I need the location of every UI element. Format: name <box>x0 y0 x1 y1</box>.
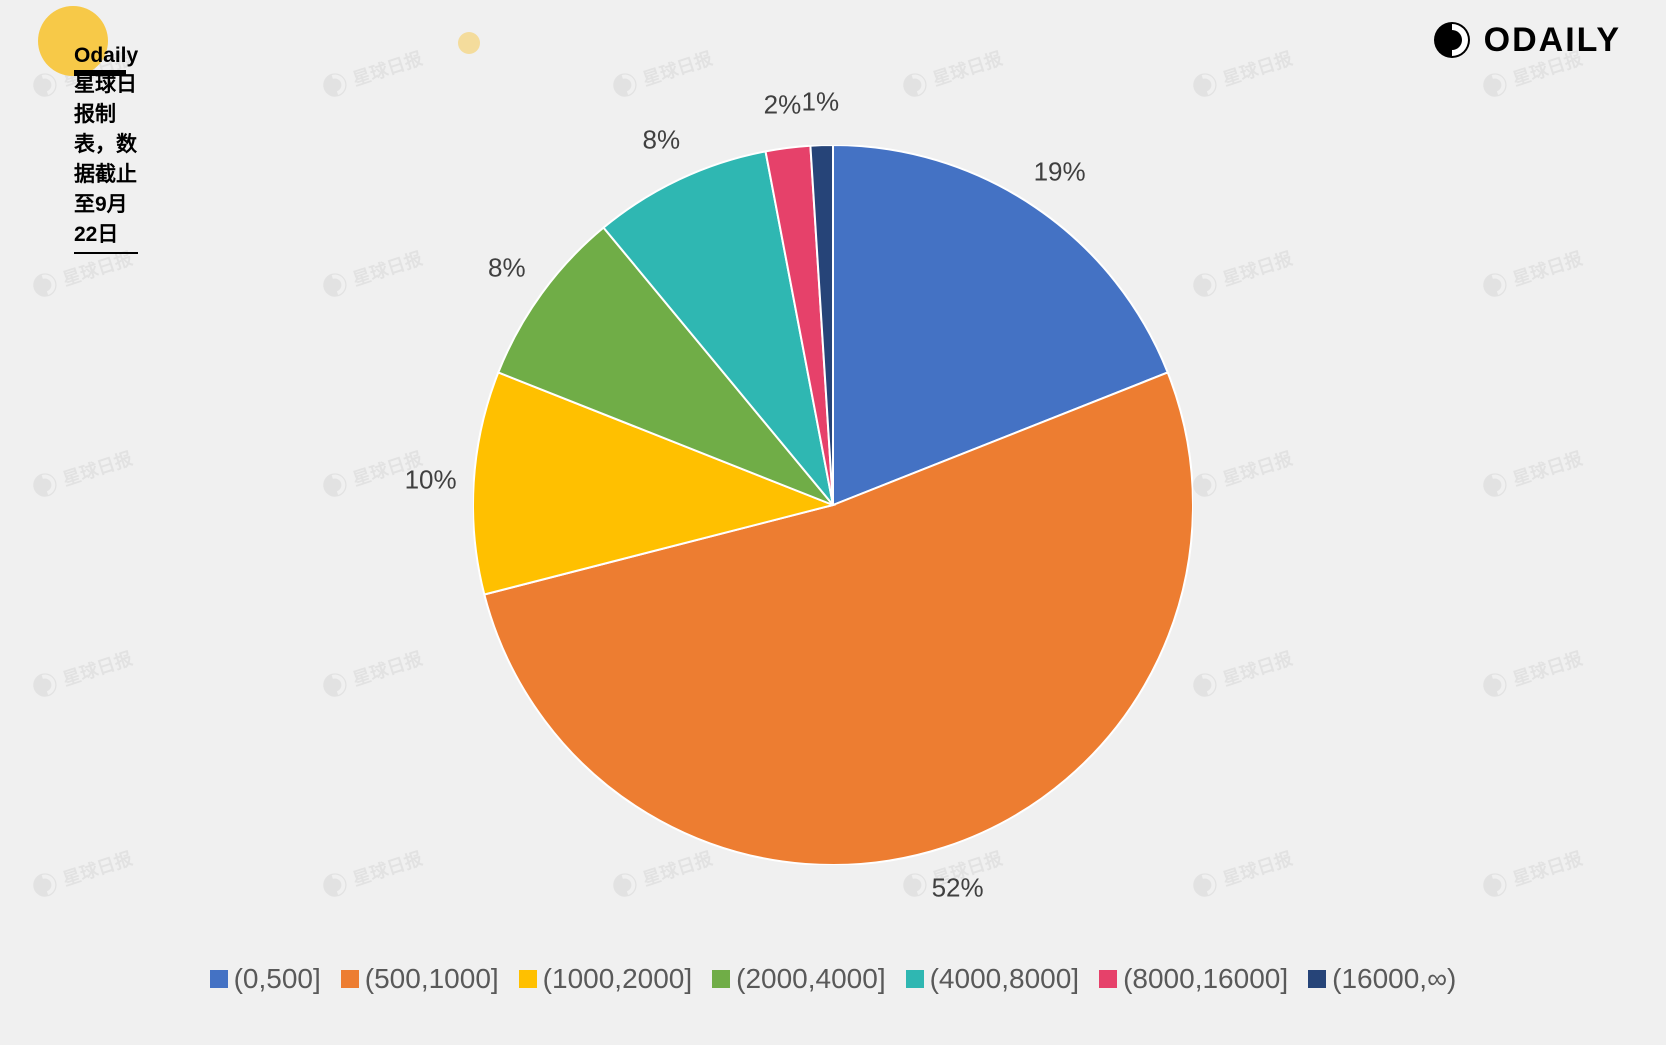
slice-label: 1% <box>802 87 840 118</box>
title-underline-accent <box>74 70 126 76</box>
legend-item: (8000,16000] <box>1099 963 1288 995</box>
legend-item: (0,500] <box>210 963 321 995</box>
legend-swatch <box>1308 970 1326 988</box>
slice-label: 52% <box>932 873 984 904</box>
legend-label: (16000,∞) <box>1332 963 1456 995</box>
legend-label: (4000,8000] <box>930 963 1079 995</box>
legend-label: (0,500] <box>234 963 321 995</box>
slice-label: 8% <box>643 125 681 156</box>
pie-chart: 19% 52% 10% 8% 8% 2%1% <box>0 90 1666 920</box>
chart-legend: (0,500] (500,1000] (1000,2000] (2000,4000] (… <box>0 963 1666 995</box>
legend-swatch <box>519 970 537 988</box>
legend-swatch <box>210 970 228 988</box>
legend-label: (2000,4000] <box>736 963 885 995</box>
legend-item: (4000,8000] <box>906 963 1079 995</box>
legend-swatch <box>906 970 924 988</box>
legend-item: (1000,2000] <box>519 963 692 995</box>
legend-label: (500,1000] <box>365 963 499 995</box>
slice-label: 2% <box>764 89 802 120</box>
legend-item: (2000,4000] <box>712 963 885 995</box>
legend-item: (16000,∞) <box>1308 963 1456 995</box>
odaily-logo-icon <box>1432 20 1472 60</box>
legend-swatch <box>1099 970 1117 988</box>
legend-item: (500,1000] <box>341 963 499 995</box>
brand-logo-text: ODAILY <box>1484 21 1621 60</box>
legend-swatch <box>341 970 359 988</box>
header-small-circle <box>458 32 480 54</box>
legend-label: (1000,2000] <box>543 963 692 995</box>
slice-label: 19% <box>1034 156 1086 187</box>
brand-logo: ODAILY <box>1432 20 1621 60</box>
legend-swatch <box>712 970 730 988</box>
slice-label: 10% <box>405 464 457 495</box>
legend-label: (8000,16000] <box>1123 963 1288 995</box>
slice-label: 8% <box>488 253 526 284</box>
